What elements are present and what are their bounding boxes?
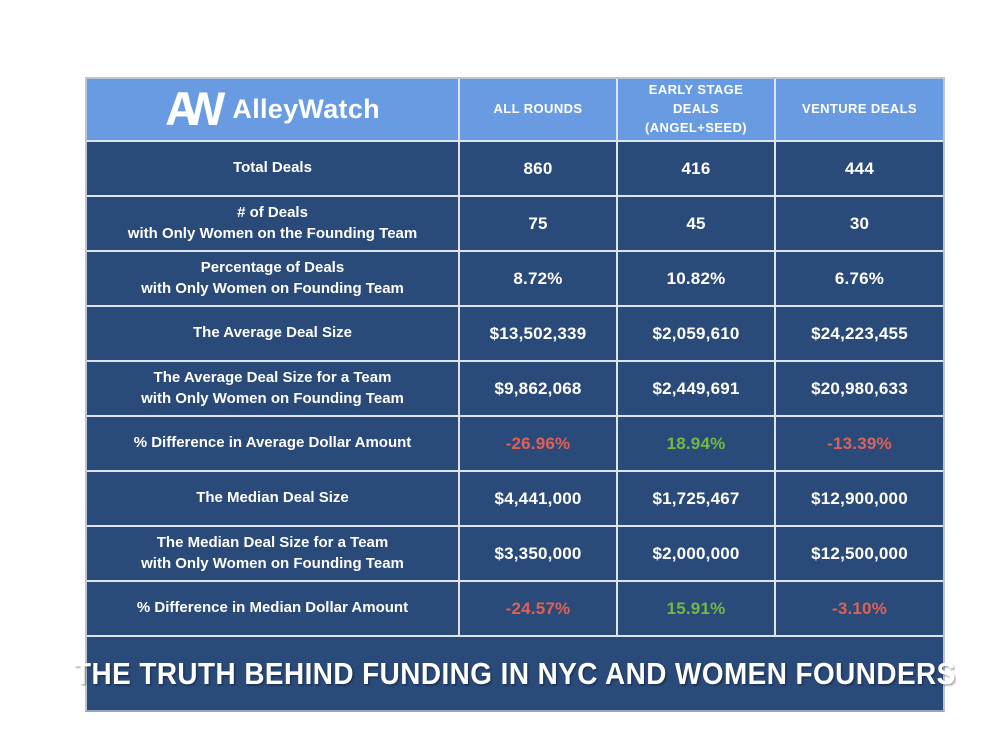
row-label: # of Deals with Only Women on the Foundi… bbox=[87, 197, 458, 250]
row-label: The Median Deal Size for a Team with Onl… bbox=[87, 527, 458, 580]
cell-value-negative: -13.39% bbox=[776, 417, 943, 470]
row-label: The Average Deal Size for a Team with On… bbox=[87, 362, 458, 415]
row-label: Percentage of Deals with Only Women on F… bbox=[87, 252, 458, 305]
cell-value: 8.72% bbox=[460, 252, 616, 305]
table-footer: THE TRUTH BEHIND FUNDING IN NYC AND WOME… bbox=[74, 637, 955, 710]
cell-value: $3,350,000 bbox=[460, 527, 616, 580]
cell-value: 45 bbox=[618, 197, 774, 250]
cell-value: 860 bbox=[460, 142, 616, 195]
cell-value: 6.76% bbox=[776, 252, 943, 305]
cell-value: 444 bbox=[776, 142, 943, 195]
cell-value: $12,500,000 bbox=[776, 527, 943, 580]
cell-value-positive: 15.91% bbox=[618, 582, 774, 635]
cell-value-positive: 18.94% bbox=[618, 417, 774, 470]
brand-name: AlleyWatch bbox=[232, 93, 380, 124]
cell-value: $24,223,455 bbox=[776, 307, 943, 360]
column-header-all-rounds: ALL ROUNDS bbox=[460, 79, 616, 140]
cell-value-negative: -26.96% bbox=[460, 417, 616, 470]
cell-value: $1,725,467 bbox=[618, 472, 774, 525]
cell-value: 30 bbox=[776, 197, 943, 250]
slide-title: THE TRUTH BEHIND FUNDING IN NYC AND WOME… bbox=[74, 655, 956, 691]
cell-value: $12,900,000 bbox=[776, 472, 943, 525]
cell-value: $20,980,633 bbox=[776, 362, 943, 415]
row-label: The Average Deal Size bbox=[87, 307, 458, 360]
row-label: The Median Deal Size bbox=[87, 472, 458, 525]
cell-value: $9,862,068 bbox=[460, 362, 616, 415]
cell-value: $4,441,000 bbox=[460, 472, 616, 525]
cell-value: $2,000,000 bbox=[618, 527, 774, 580]
row-label: Total Deals bbox=[87, 142, 458, 195]
cell-value: 416 bbox=[618, 142, 774, 195]
cell-value: $13,502,339 bbox=[460, 307, 616, 360]
cell-value-negative: -3.10% bbox=[776, 582, 943, 635]
row-label: % Difference in Average Dollar Amount bbox=[87, 417, 458, 470]
cell-value: $2,449,691 bbox=[618, 362, 774, 415]
cell-value: 10.82% bbox=[618, 252, 774, 305]
column-header-venture-deals: VENTURE DEALS bbox=[776, 79, 943, 140]
column-header-early-stage-deals: EARLY STAGE DEALS (ANGEL+SEED) bbox=[618, 79, 774, 140]
cell-value-negative: -24.57% bbox=[460, 582, 616, 635]
row-label: % Difference in Median Dollar Amount bbox=[87, 582, 458, 635]
cell-value: 75 bbox=[460, 197, 616, 250]
cell-value: $2,059,610 bbox=[618, 307, 774, 360]
